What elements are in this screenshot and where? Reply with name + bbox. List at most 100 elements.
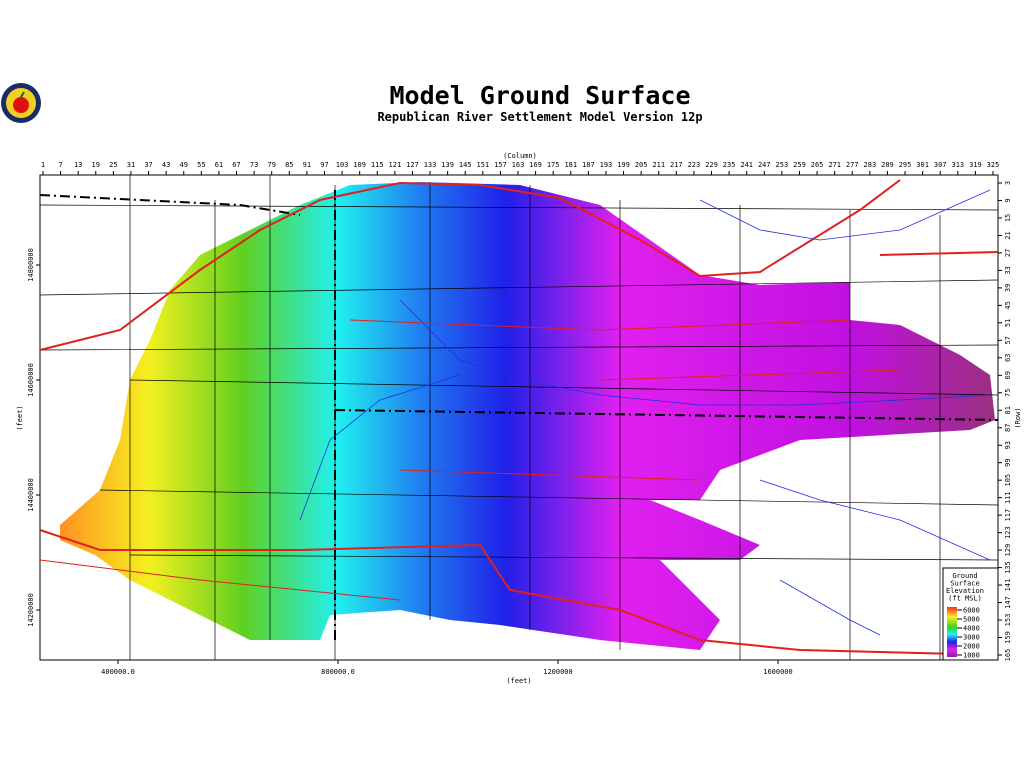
column-label: 289	[881, 161, 894, 169]
legend-label: 3000	[963, 634, 980, 642]
row-label: 81	[1004, 406, 1012, 414]
column-label: 55	[197, 161, 205, 169]
column-label: 115	[371, 161, 384, 169]
column-label: 49	[180, 161, 188, 169]
column-label: 19	[92, 161, 100, 169]
column-label: 199	[617, 161, 630, 169]
legend-label: 4000	[963, 625, 980, 633]
county-lines	[39, 175, 999, 660]
column-label: 157	[494, 161, 507, 169]
column-label: 61	[215, 161, 223, 169]
column-label: 175	[547, 161, 560, 169]
top-axis-label: (Column)	[503, 152, 537, 160]
column-label: 205	[635, 161, 648, 169]
row-label: 45	[1004, 301, 1012, 309]
column-label: 181	[564, 161, 577, 169]
column-label: 229	[705, 161, 718, 169]
left-axis-label: (feet)	[16, 405, 24, 430]
column-label: 283	[864, 161, 877, 169]
row-label: 75	[1004, 389, 1012, 397]
column-label: 121	[389, 161, 402, 169]
column-label: 103	[336, 161, 349, 169]
legend-ramp	[947, 607, 957, 657]
legend-title: Elevation	[946, 587, 984, 595]
logo	[1, 83, 41, 123]
x-tick-label: 400000.0	[101, 668, 135, 676]
column-label: 151	[476, 161, 489, 169]
column-label: 217	[670, 161, 683, 169]
legend-label: 1000	[963, 652, 980, 660]
column-label: 307	[934, 161, 947, 169]
column-label: 91	[303, 161, 311, 169]
column-label: 235	[723, 161, 736, 169]
column-label: 313	[951, 161, 964, 169]
row-label: 33	[1004, 266, 1012, 274]
column-label: 139	[441, 161, 454, 169]
elevation-surface	[60, 182, 995, 650]
x-tick-label: 1600000	[763, 668, 793, 676]
column-label: 145	[459, 161, 472, 169]
row-label: 105	[1004, 474, 1012, 487]
row-label: 51	[1004, 319, 1012, 327]
legend-title: Ground	[952, 572, 977, 580]
row-label: 147	[1004, 596, 1012, 609]
title: Model Ground Surface	[389, 81, 690, 110]
column-label: 241	[740, 161, 753, 169]
row-label: 15	[1004, 214, 1012, 222]
row-label: 153	[1004, 614, 1012, 627]
y-tick-label: 14400000	[27, 478, 35, 512]
row-label: 27	[1004, 249, 1012, 257]
state-lines	[39, 190, 999, 640]
column-label: 163	[512, 161, 525, 169]
column-label: 73	[250, 161, 258, 169]
column-label: 7	[58, 161, 62, 169]
row-label: 3	[1004, 181, 1012, 185]
column-label: 271	[828, 161, 841, 169]
column-label: 193	[600, 161, 613, 169]
row-label: 165	[1004, 649, 1012, 662]
column-label: 79	[267, 161, 275, 169]
row-label: 63	[1004, 354, 1012, 362]
column-label: 169	[529, 161, 542, 169]
column-label: 67	[232, 161, 240, 169]
row-label: 87	[1004, 424, 1012, 432]
map-frame	[39, 174, 999, 661]
column-label: 325	[987, 161, 1000, 169]
column-label: 247	[758, 161, 771, 169]
column-label: 25	[109, 161, 117, 169]
legend-title: Surface	[950, 580, 980, 588]
row-label: 9	[1004, 198, 1012, 202]
row-label: 111	[1004, 491, 1012, 504]
row-label: 21	[1004, 231, 1012, 239]
legend-label: 2000	[963, 643, 980, 651]
y-tick-label: 14800000	[27, 248, 35, 282]
legend-title: (ft MSL)	[948, 595, 982, 603]
row-label: 69	[1004, 371, 1012, 379]
column-label: 259	[793, 161, 806, 169]
row-label: 39	[1004, 284, 1012, 292]
row-label: 123	[1004, 526, 1012, 539]
legend-label: 6000	[963, 607, 980, 615]
row-label: 93	[1004, 441, 1012, 449]
column-label: 265	[811, 161, 824, 169]
column-label: 37	[144, 161, 152, 169]
rivers	[299, 189, 991, 636]
legend-label: 5000	[963, 616, 980, 624]
x-tick-label: 1200000	[543, 668, 573, 676]
row-label: 141	[1004, 579, 1012, 592]
row-label: 135	[1004, 561, 1012, 574]
column-label: 43	[162, 161, 170, 169]
column-label: 277	[846, 161, 859, 169]
row-label: 159	[1004, 631, 1012, 644]
roads	[39, 179, 999, 656]
column-label: 109	[353, 161, 366, 169]
column-label: 1	[41, 161, 45, 169]
row-label: 129	[1004, 544, 1012, 557]
column-label: 97	[320, 161, 328, 169]
row-label: 57	[1004, 336, 1012, 344]
column-label: 223	[688, 161, 701, 169]
column-label: 253	[776, 161, 789, 169]
column-label: 187	[582, 161, 595, 169]
x-tick-label: 800000.0	[321, 668, 355, 676]
